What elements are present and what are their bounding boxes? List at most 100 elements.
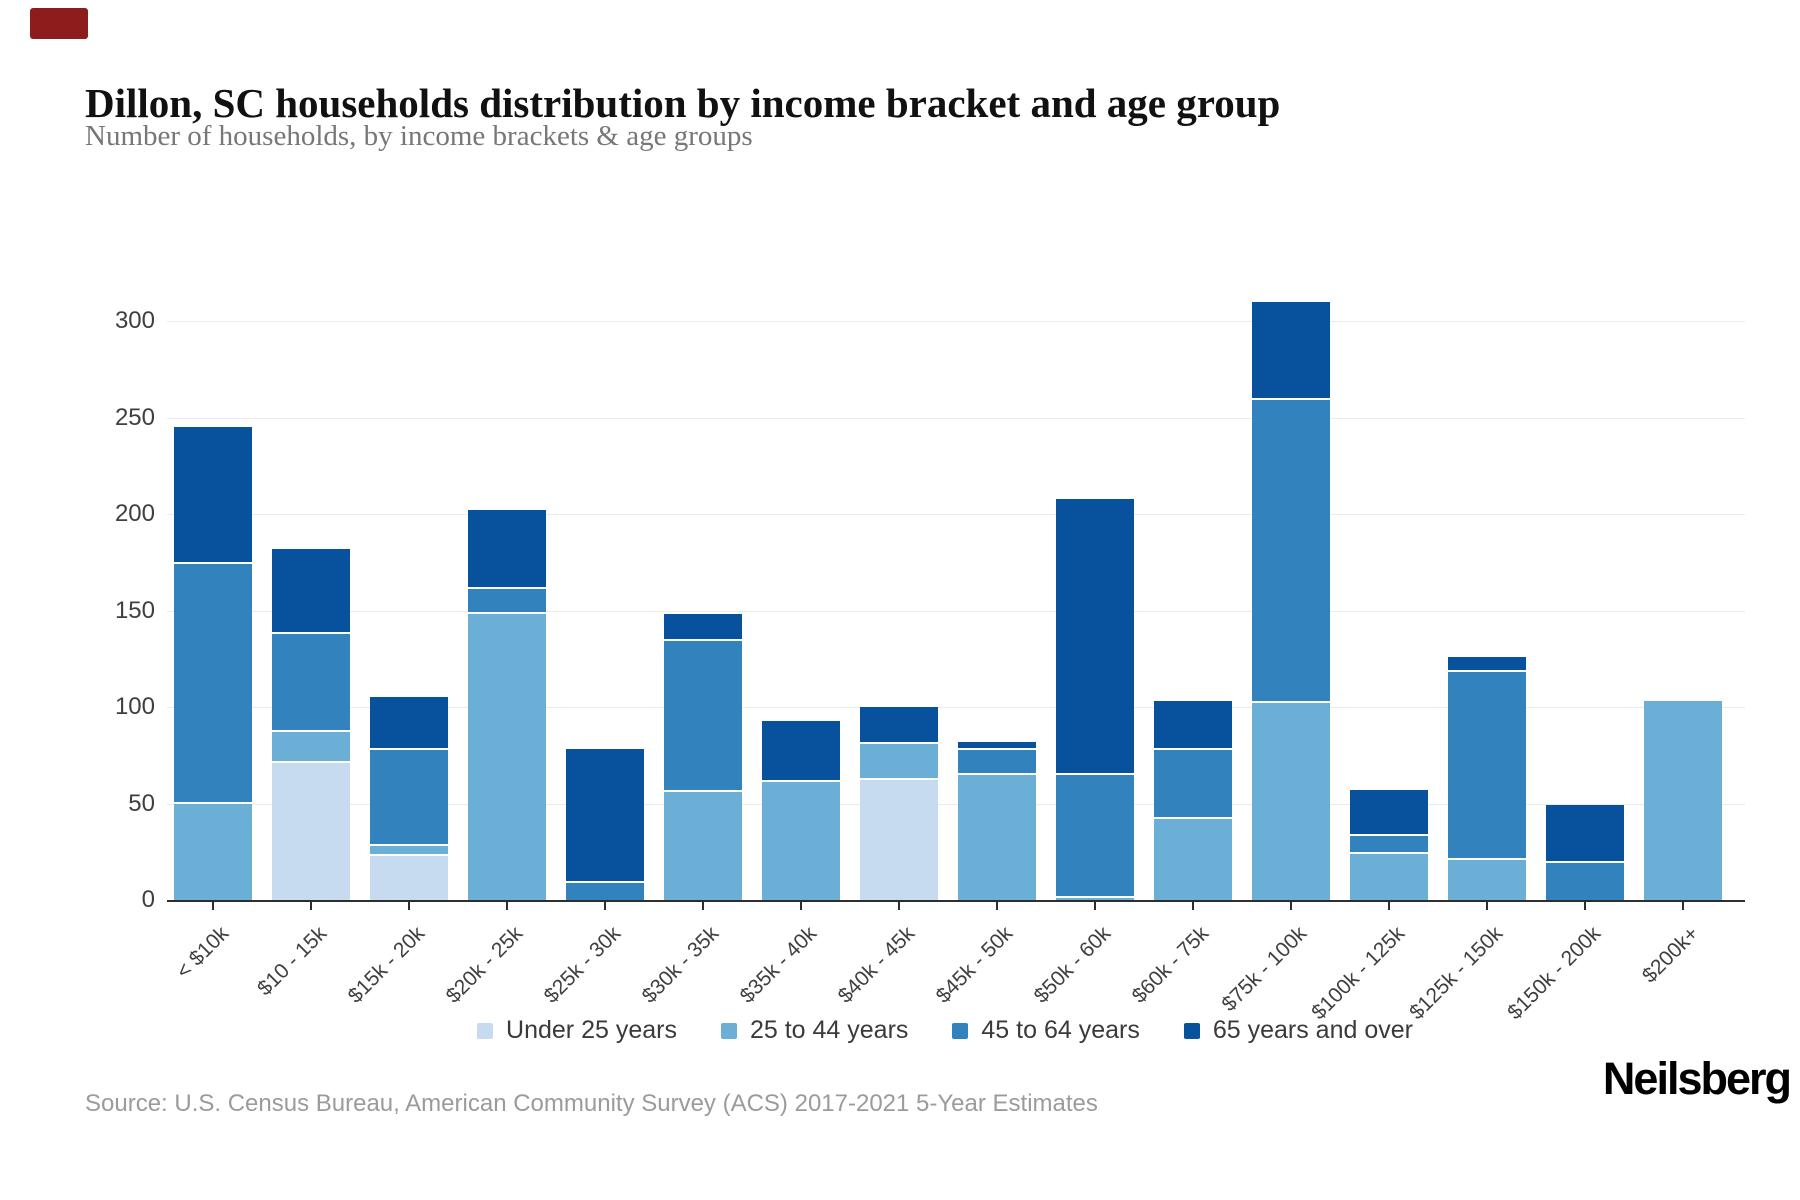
bar-segment[interactable] (370, 747, 448, 845)
y-gridline (167, 803, 1745, 805)
legend-item[interactable]: 65 years and over (1183, 1016, 1413, 1044)
bar-segment[interactable] (566, 749, 644, 881)
bar-segment[interactable] (1350, 790, 1428, 835)
x-axis-tick (212, 902, 214, 910)
y-gridline (167, 610, 1745, 612)
bar-segment[interactable] (566, 880, 644, 900)
bar-segment[interactable] (272, 730, 350, 762)
bar-segment[interactable] (370, 853, 448, 900)
x-axis-tick (898, 902, 900, 910)
bar-100k-125k[interactable] (1350, 0, 1428, 900)
bar-segment[interactable] (958, 772, 1036, 900)
bar-10k[interactable] (174, 0, 252, 900)
y-gridline (167, 321, 1745, 322)
bar-segment[interactable] (1252, 398, 1330, 702)
legend-label: 65 years and over (1212, 1016, 1413, 1044)
bar-segment[interactable] (1448, 857, 1526, 900)
bar-segment[interactable] (1546, 805, 1624, 862)
legend-item[interactable]: 25 to 44 years (720, 1016, 909, 1044)
bar-35k-40k[interactable] (762, 0, 840, 900)
x-axis-tick (1486, 902, 1488, 910)
bar-segment[interactable] (1448, 656, 1526, 671)
bar-segment[interactable] (272, 631, 350, 731)
y-axis-tick-label: 150 (114, 596, 155, 624)
chart-subtitle: Number of households, by income brackets… (85, 120, 753, 152)
y-axis-tick-label: 300 (114, 307, 155, 334)
bar-segment[interactable] (370, 697, 448, 748)
bar-segment[interactable] (958, 741, 1036, 748)
x-axis-tick (408, 902, 410, 910)
bar-45k-50k[interactable] (958, 0, 1036, 900)
x-axis-tick (1584, 902, 1586, 910)
bar-segment[interactable] (174, 427, 252, 563)
legend: Under 25 years 25 to 44 years 45 to 64 yea… (45, 1018, 1800, 1043)
bar-segment[interactable] (762, 780, 840, 900)
x-axis-line (167, 900, 1745, 902)
bar-segment[interactable] (1252, 701, 1330, 900)
legend-swatch-icon (1183, 1022, 1200, 1039)
bar-segment[interactable] (1546, 861, 1624, 900)
y-axis-tick-label: 0 (141, 886, 155, 913)
bar-segment[interactable] (664, 639, 742, 790)
bar-segment[interactable] (272, 548, 350, 632)
bar-segment[interactable] (664, 790, 742, 900)
bar-segment[interactable] (1350, 851, 1428, 900)
bar-segment[interactable] (468, 587, 546, 613)
legend-label: 45 to 64 years (981, 1016, 1140, 1044)
bar-segment[interactable] (1350, 834, 1428, 852)
legend-item[interactable]: Under 25 years (477, 1018, 677, 1043)
bar-segment[interactable] (958, 747, 1036, 773)
bar-15k-20k[interactable] (370, 0, 448, 900)
bar-50k-60k[interactable] (1056, 0, 1134, 900)
bar-segment[interactable] (1056, 896, 1134, 900)
x-axis-tick (310, 902, 312, 910)
bar-segment[interactable] (468, 612, 546, 900)
bar-segment[interactable] (1154, 747, 1232, 818)
bar-segment[interactable] (174, 562, 252, 802)
bar-150k-200k[interactable] (1546, 0, 1624, 900)
chart-title: Dillon, SC households distribution by in… (85, 80, 1281, 127)
bar-20k-25k[interactable] (468, 0, 546, 900)
bar-segment[interactable] (1644, 701, 1722, 900)
bar-segment[interactable] (272, 761, 350, 900)
bar-30k-35k[interactable] (664, 0, 742, 900)
bar-segment[interactable] (1154, 817, 1232, 900)
bar-segment[interactable] (1056, 772, 1134, 897)
x-axis-tick (702, 902, 704, 910)
bar-segment[interactable] (762, 720, 840, 781)
y-axis-tick-label: 100 (114, 693, 155, 720)
legend-swatch-icon (477, 1022, 494, 1039)
y-gridline (167, 417, 1745, 419)
bar-segment[interactable] (1252, 301, 1330, 399)
legend-swatch-icon (952, 1022, 969, 1039)
bar-segment[interactable] (860, 741, 938, 779)
x-axis-tick (1682, 902, 1684, 910)
bar-segment[interactable] (1448, 670, 1526, 858)
legend-label: 25 to 44 years (749, 1016, 909, 1044)
x-axis-tick (1094, 902, 1096, 910)
x-axis-tick (604, 902, 606, 910)
source-text: Source: U.S. Census Bureau, American Com… (85, 1090, 1098, 1117)
x-axis-tick (1192, 902, 1194, 910)
bar-40k-45k[interactable] (860, 0, 938, 900)
bar-25k-30k[interactable] (566, 0, 644, 900)
bar-60k-75k[interactable] (1154, 0, 1232, 900)
y-axis-tick-label: 200 (114, 500, 155, 527)
legend-swatch-icon (720, 1022, 737, 1039)
bar-segment[interactable] (174, 801, 252, 900)
bar-segment[interactable] (664, 614, 742, 640)
bar-segment[interactable] (860, 707, 938, 742)
bar-75k-100k[interactable] (1252, 0, 1330, 900)
bar-125k-150k[interactable] (1448, 0, 1526, 900)
bar-10-15k[interactable] (272, 0, 350, 900)
bar-segment[interactable] (468, 510, 546, 588)
bar-200k+[interactable] (1644, 0, 1722, 900)
site-accent-block (30, 8, 88, 39)
x-axis-tick (506, 902, 508, 910)
bar-segment[interactable] (860, 778, 938, 900)
bar-segment[interactable] (1154, 701, 1232, 748)
bar-segment[interactable] (1056, 498, 1134, 773)
legend-item[interactable]: 45 to 64 years (952, 1016, 1140, 1044)
bar-segment[interactable] (370, 844, 448, 854)
